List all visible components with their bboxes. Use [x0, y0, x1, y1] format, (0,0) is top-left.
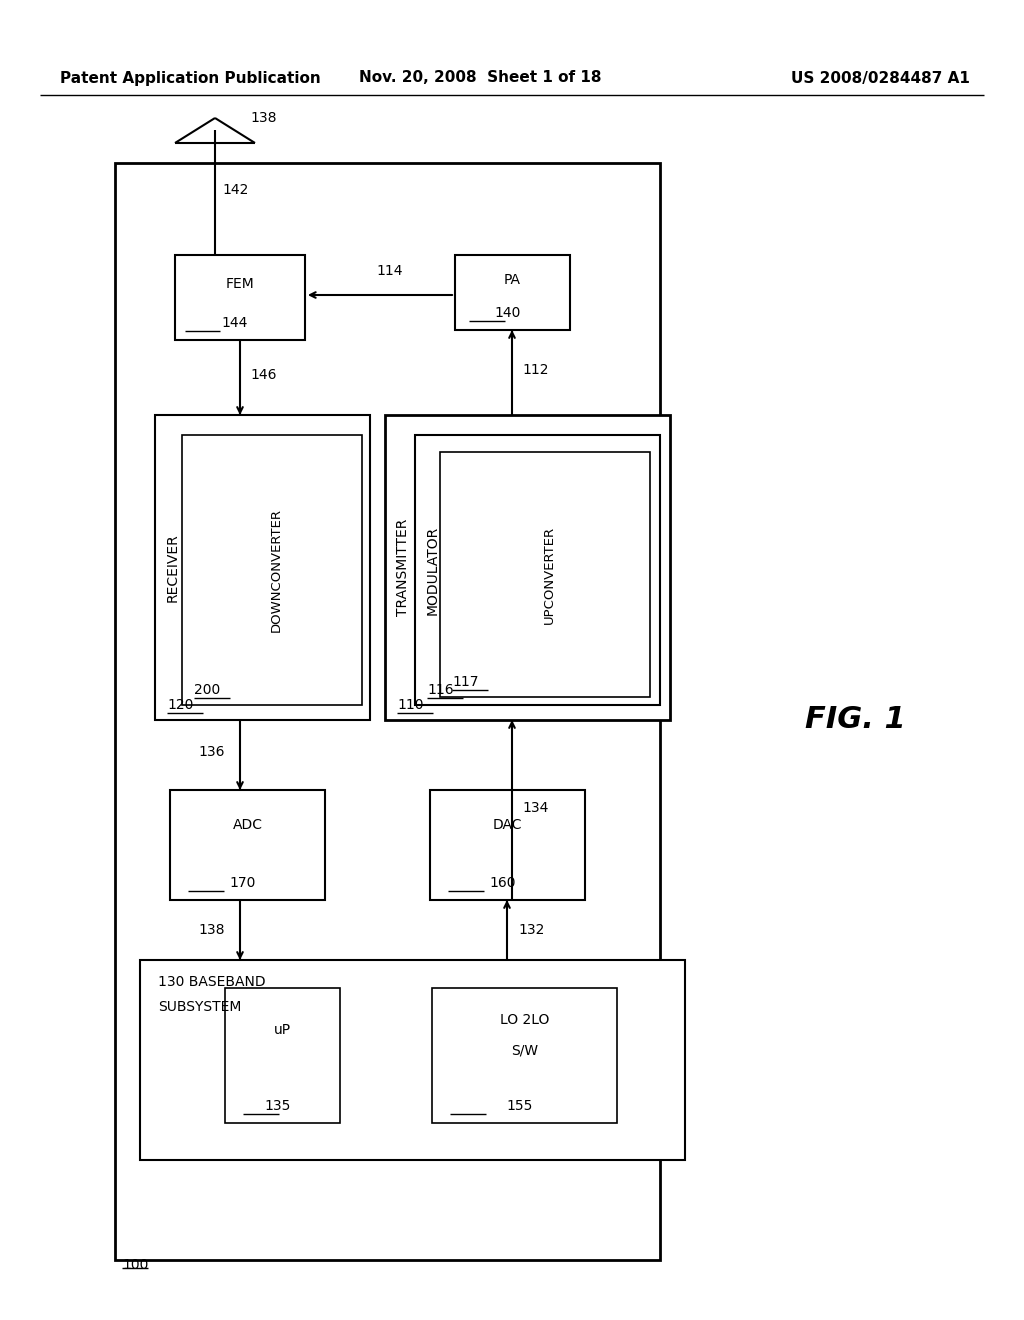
Text: RECEIVER: RECEIVER	[166, 533, 180, 602]
Text: DAC: DAC	[493, 818, 522, 832]
Text: SUBSYSTEM: SUBSYSTEM	[158, 1001, 242, 1014]
Text: 155: 155	[506, 1100, 532, 1113]
Text: DOWNCONVERTER: DOWNCONVERTER	[269, 508, 283, 632]
Text: 116: 116	[427, 682, 454, 697]
Text: FIG. 1: FIG. 1	[805, 705, 905, 734]
Text: 117: 117	[452, 675, 478, 689]
Text: 120: 120	[167, 698, 194, 711]
Text: PA: PA	[504, 273, 521, 286]
Text: 132: 132	[518, 923, 545, 937]
Text: 110: 110	[397, 698, 424, 711]
Bar	[225, 987, 340, 1123]
Text: 138: 138	[250, 111, 276, 125]
Bar	[155, 414, 370, 719]
Text: 142: 142	[222, 183, 249, 197]
Text: S/W: S/W	[511, 1043, 538, 1057]
Bar	[170, 789, 325, 900]
Text: 144: 144	[222, 315, 248, 330]
Text: 135: 135	[264, 1100, 291, 1113]
Text: 100: 100	[122, 1258, 148, 1272]
Text: 136: 136	[199, 744, 225, 759]
Bar	[385, 414, 670, 719]
Bar	[430, 789, 585, 900]
Text: MODULATOR: MODULATOR	[426, 525, 440, 615]
Bar	[432, 987, 617, 1123]
Text: 140: 140	[495, 306, 520, 319]
Text: uP: uP	[274, 1023, 291, 1038]
Text: 134: 134	[522, 801, 549, 814]
Bar	[140, 960, 685, 1160]
Text: LO 2LO: LO 2LO	[500, 1012, 549, 1027]
Bar	[115, 162, 660, 1261]
Bar	[175, 255, 305, 341]
Bar	[440, 451, 650, 697]
Text: 114: 114	[377, 264, 403, 279]
Text: FEM: FEM	[225, 277, 254, 290]
Text: Nov. 20, 2008  Sheet 1 of 18: Nov. 20, 2008 Sheet 1 of 18	[358, 70, 601, 86]
Text: 146: 146	[250, 368, 276, 381]
Text: 130 BASEBAND: 130 BASEBAND	[158, 975, 265, 989]
Text: 138: 138	[199, 923, 225, 937]
Bar	[182, 436, 362, 705]
Text: TRANSMITTER: TRANSMITTER	[396, 519, 410, 616]
Text: 200: 200	[194, 682, 220, 697]
Text: 112: 112	[522, 363, 549, 378]
Bar	[455, 255, 570, 330]
Text: ADC: ADC	[232, 818, 262, 832]
Text: 160: 160	[489, 876, 516, 890]
Bar	[415, 436, 660, 705]
Text: UPCONVERTER: UPCONVERTER	[543, 525, 555, 623]
Text: 170: 170	[229, 876, 256, 890]
Text: US 2008/0284487 A1: US 2008/0284487 A1	[792, 70, 970, 86]
Text: Patent Application Publication: Patent Application Publication	[60, 70, 321, 86]
